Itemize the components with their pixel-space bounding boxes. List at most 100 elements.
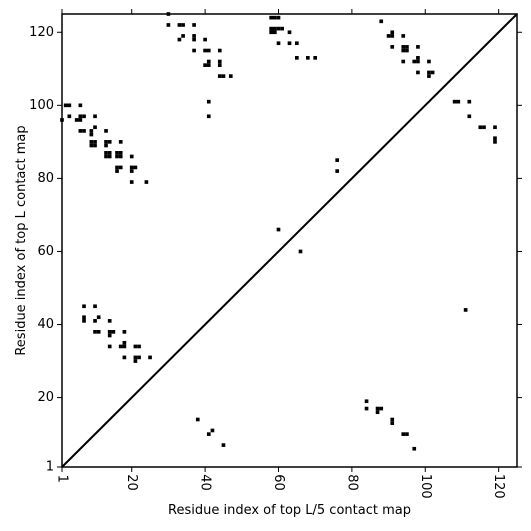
x-tick-label: 80 [344,474,359,491]
contact-point [115,169,119,173]
contact-point [416,59,420,64]
x-axis-ticks: 1 20 40 60 80 100 120 [55,9,506,499]
contact-point [96,330,101,334]
contact-point [93,319,97,323]
contact-point [115,150,119,155]
contact-point [137,355,141,360]
contact-point [405,45,409,49]
contact-point [276,26,281,31]
contact-point [221,74,226,78]
contact-point [390,30,395,35]
x-tick-label: 1 [55,475,70,483]
contact-point [115,165,119,170]
contact-point [107,140,112,144]
contact-point [427,59,431,64]
contact-point [78,129,83,133]
contact-point [412,59,417,64]
contact-point [280,26,284,31]
contact-point [107,154,112,159]
contact-point [206,48,211,53]
contact-point [390,45,395,49]
contact-point [133,359,138,363]
contact-point [456,99,461,104]
contact-point [386,34,391,38]
contact-point [192,37,196,42]
contact-point [335,169,340,173]
contact-point [118,154,123,159]
contact-point [276,227,281,232]
contact-point [269,15,273,20]
contact-point [493,125,497,130]
y-tick-label: 100 [29,98,54,113]
contact-point [306,56,310,60]
contact-point [401,59,406,64]
contact-point [217,74,222,78]
contact-point [412,446,417,451]
contact-point [122,344,127,349]
contact-point [195,417,200,422]
contact-point [452,99,457,104]
contact-point [206,432,211,436]
contact-point [133,355,138,360]
contact-point [269,26,273,31]
contact-point [493,136,497,141]
contact-point [104,150,108,155]
contact-point [115,154,119,159]
contact-point [82,114,86,119]
contact-point [217,59,222,64]
contact-point [272,30,277,35]
plot-frame [61,13,518,468]
contact-point [89,132,94,137]
contact-point [96,315,101,320]
contact-point [390,34,395,38]
contact-point [467,114,472,119]
contact-point [74,118,79,122]
contact-point [375,406,380,411]
contact-point [203,63,207,67]
contact-point [364,406,369,411]
contact-point [276,41,281,46]
contact-point [78,118,83,122]
contact-point [298,249,303,254]
contact-point [401,34,406,38]
contact-point [181,23,185,27]
contact-point [206,114,211,119]
y-tick-label: 60 [37,244,54,259]
contact-point [93,125,97,130]
contact-point [144,180,149,184]
y-tick-label: 120 [29,25,54,40]
x-tick-label: 100 [418,474,433,499]
contact-point [89,143,94,148]
contact-point [217,63,222,67]
contact-point [137,344,141,349]
contact-point [82,129,86,133]
contact-point [416,70,420,75]
contact-point [401,45,406,49]
contact-point [118,344,123,349]
diagonal-line [61,13,518,468]
contact-point [89,140,94,144]
scatter-points [60,12,497,451]
contact-point [82,319,86,323]
contact-point [463,308,468,312]
contact-point [401,48,406,53]
contact-point [111,330,116,334]
x-axis-label: Residue index of top L/5 contact map [168,503,411,518]
contact-point [427,74,431,78]
contact-point [192,34,196,38]
contact-point [272,15,277,20]
contact-point [89,129,94,133]
contact-point [93,114,97,119]
contact-point [430,70,435,75]
contact-point [390,417,395,422]
x-tick-label: 120 [491,474,506,499]
contact-point [93,143,97,148]
contact-point [129,154,134,159]
contact-point [67,103,72,108]
contact-point [122,340,127,345]
contact-point [228,74,233,78]
contact-point [478,125,483,130]
contact-point [82,304,86,309]
contact-point [206,99,211,104]
contact-point [129,180,134,184]
